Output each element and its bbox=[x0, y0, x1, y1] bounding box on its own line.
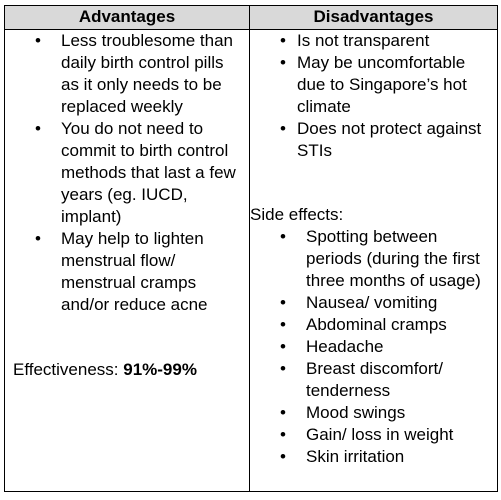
disadvantage-item: Does not protect against STIs bbox=[250, 118, 497, 162]
advantages-list: Less troublesome than daily birth contro… bbox=[5, 30, 249, 316]
effectiveness-label: Effectiveness: bbox=[13, 360, 124, 379]
advantage-item: Less troublesome than daily birth contro… bbox=[5, 30, 249, 118]
header-disadvantages: Disadvantages bbox=[249, 5, 498, 30]
effectiveness-value: 91%-99% bbox=[123, 360, 197, 379]
header-advantages: Advantages bbox=[4, 5, 250, 30]
advantages-cell: Less troublesome than daily birth contro… bbox=[4, 29, 250, 492]
side-effects-label: Side effects: bbox=[250, 205, 344, 224]
advantage-item: You do not need to commit to birth contr… bbox=[5, 118, 249, 228]
content-row: Less troublesome than daily birth contro… bbox=[4, 29, 498, 492]
comparison-table: Advantages Disadvantages Less troublesom… bbox=[4, 5, 498, 492]
comparison-table-container: Advantages Disadvantages Less troublesom… bbox=[4, 5, 498, 492]
effectiveness-line: Effectiveness: 91%-99% bbox=[5, 359, 249, 381]
disadvantages-cell: Is not transparent May be uncomfortable … bbox=[249, 29, 498, 492]
side-effect-item: Gain/ loss in weight bbox=[250, 424, 497, 446]
advantage-item: May help to lighten menstrual flow/ mens… bbox=[5, 228, 249, 316]
side-effect-item: Abdominal cramps bbox=[250, 314, 497, 336]
side-effect-item: Headache bbox=[250, 336, 497, 358]
side-effect-item: Skin irritation bbox=[250, 446, 497, 468]
disadvantage-item: Is not transparent bbox=[250, 30, 497, 52]
header-row: Advantages Disadvantages bbox=[4, 5, 498, 30]
disadvantage-item: May be uncomfortable due to Singapore’s … bbox=[250, 52, 497, 118]
side-effect-item: Mood swings bbox=[250, 402, 497, 424]
side-effect-item: Breast discomfort/ tenderness bbox=[250, 358, 497, 402]
side-effect-item: Spotting between periods (during the fir… bbox=[250, 226, 497, 292]
side-effect-item: Nausea/ vomiting bbox=[250, 292, 497, 314]
side-effects-list: Spotting between periods (during the fir… bbox=[250, 226, 497, 468]
disadvantages-list: Is not transparent May be uncomfortable … bbox=[250, 30, 497, 162]
